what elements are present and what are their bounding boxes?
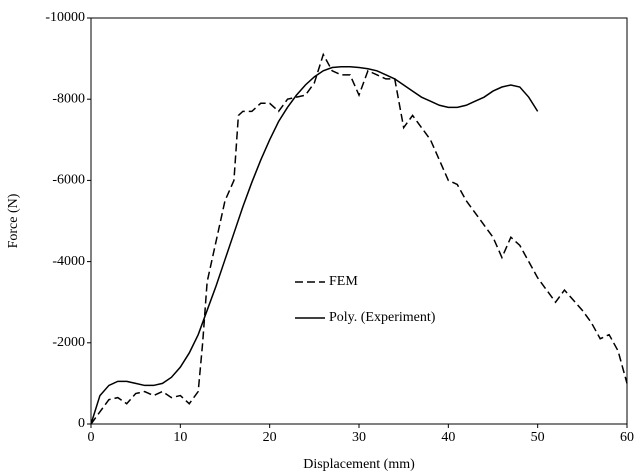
y-tick-label: -6000 <box>52 173 85 188</box>
series-line <box>90 65 539 425</box>
plot-frame <box>90 17 628 425</box>
x-tick-label: 60 <box>620 430 634 445</box>
legend-label: FEM <box>329 274 358 289</box>
y-tick-label: -8000 <box>52 91 85 106</box>
y-tick-label: -10000 <box>45 10 85 25</box>
x-tick-label: 0 <box>88 430 95 445</box>
x-tick-label: 10 <box>173 430 187 445</box>
x-tick-label: 40 <box>441 430 455 445</box>
y-axis-label: Force (N) <box>6 193 21 248</box>
y-tick-label: -4000 <box>52 254 85 269</box>
y-tick-label: 0 <box>78 416 85 431</box>
x-tick-label: 30 <box>352 430 366 445</box>
legend-label: Poly. (Experiment) <box>329 310 436 325</box>
series-line <box>90 52 628 425</box>
x-axis-label: Displacement (mm) <box>303 457 415 472</box>
x-tick-label: 50 <box>531 430 545 445</box>
y-tick-label: -2000 <box>52 335 85 350</box>
x-tick-label: 20 <box>263 430 277 445</box>
